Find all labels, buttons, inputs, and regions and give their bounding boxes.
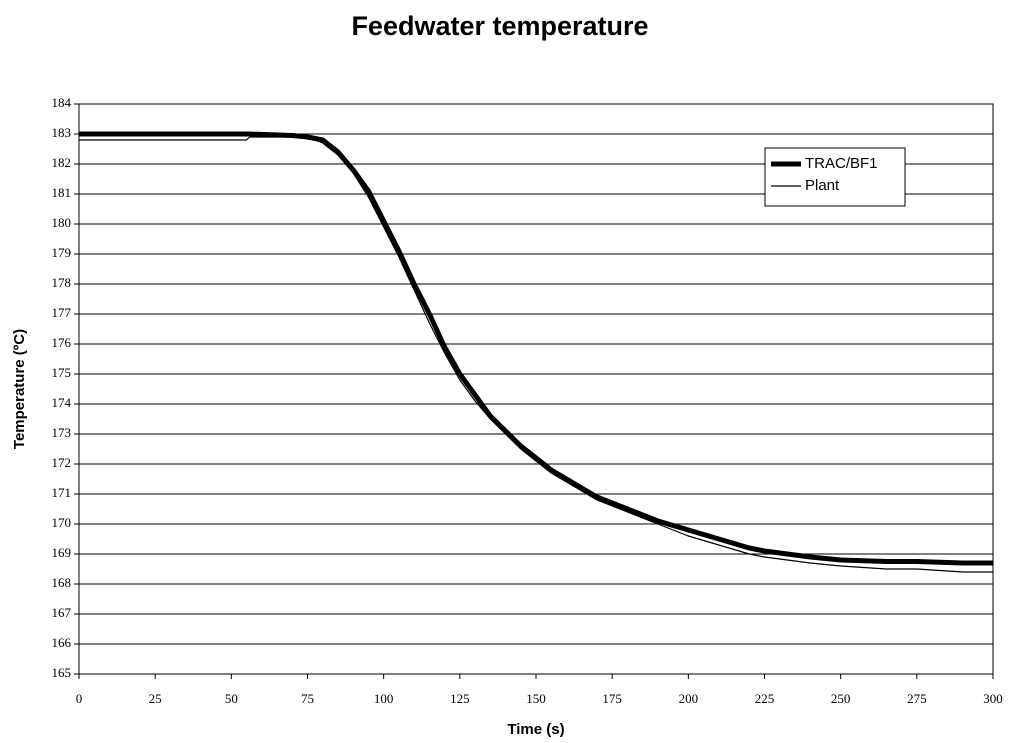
y-tick-label: 182 [52,155,72,170]
y-tick-label: 168 [52,575,72,590]
y-tick-label: 174 [52,395,72,410]
y-tick-label: 181 [52,185,72,200]
y-tick-label: 170 [52,515,72,530]
legend-label: Plant [805,177,840,194]
x-tick-label: 175 [602,691,622,706]
x-tick-label: 75 [301,691,314,706]
y-tick-label: 167 [52,605,72,620]
x-tick-label: 200 [679,691,699,706]
x-tick-label: 225 [755,691,775,706]
x-tick-label: 0 [76,691,83,706]
y-tick-label: 173 [52,425,72,440]
y-tick-label: 176 [52,335,72,350]
x-tick-label: 100 [374,691,394,706]
y-tick-label: 165 [52,665,72,680]
chart-title: Feedwater temperature [351,11,648,41]
y-tick-label: 169 [52,545,72,560]
x-tick-label: 250 [831,691,851,706]
y-axis-label: Temperature (ºC) [11,329,28,449]
x-tick-label: 50 [225,691,238,706]
x-tick-label: 125 [450,691,470,706]
y-tick-label: 180 [52,215,72,230]
y-tick-label: 166 [52,635,72,650]
legend-box [764,147,906,207]
y-tick-label: 183 [52,125,72,140]
y-tick-label: 179 [52,245,72,260]
line-series [79,131,993,566]
y-tick-label: 184 [52,95,72,110]
y-tick-label: 172 [52,455,72,470]
y-tick-label: 178 [52,275,72,290]
x-tick-label: 150 [526,691,546,706]
y-tick-label: 177 [52,305,72,320]
legend-label: TRAC/BF1 [805,155,878,172]
x-tick-label: 25 [149,691,162,706]
plot-frame [78,103,994,675]
y-tick-label: 175 [52,365,72,380]
x-axis-label: Time (s) [507,721,564,738]
y-tick-label: 171 [52,485,72,500]
x-tick-label: 275 [907,691,927,706]
x-tick-label: 300 [983,691,1003,706]
